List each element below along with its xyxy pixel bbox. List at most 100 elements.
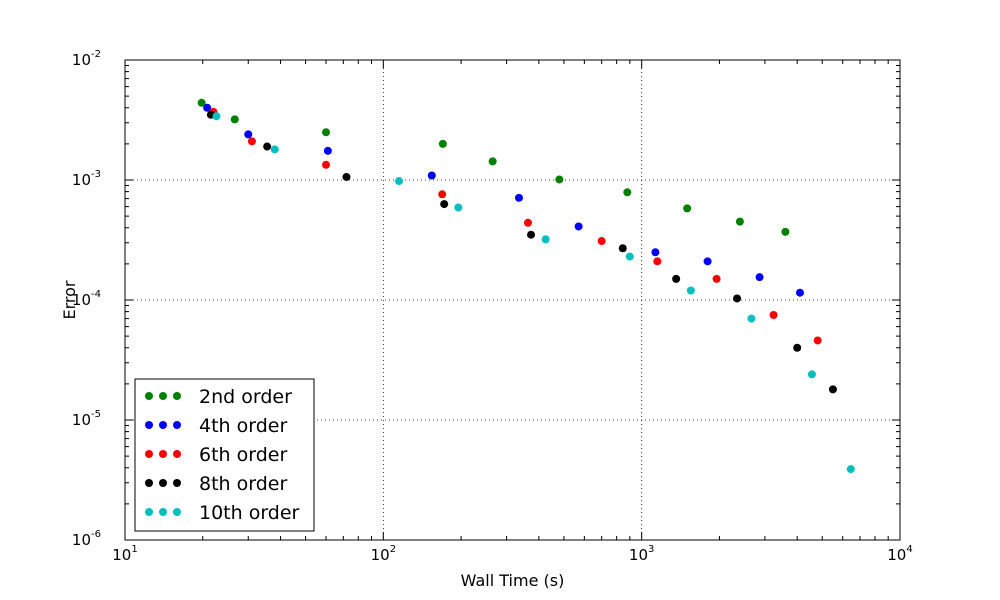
data-point: [653, 257, 662, 266]
data-point: [323, 146, 332, 155]
series-5: [212, 112, 855, 474]
x-tick-label-exponent: 1: [131, 544, 137, 555]
data-point: [618, 244, 627, 253]
data-point: [322, 160, 331, 169]
x-tick-label-base: 10: [887, 546, 906, 564]
x-tick-label-base: 10: [629, 546, 648, 564]
legend-marker: [145, 421, 153, 429]
legend-marker: [173, 421, 181, 429]
x-tick-label-base: 10: [371, 546, 390, 564]
legend-marker: [159, 450, 167, 458]
legend-marker: [145, 479, 153, 487]
y-tick-label-exponent: -5: [91, 409, 101, 420]
data-point: [427, 171, 436, 180]
data-point: [672, 274, 681, 283]
data-point: [828, 385, 837, 394]
data-point: [781, 227, 790, 236]
legend-entry: 4th order: [145, 415, 287, 437]
plot-frame: [124, 59, 901, 541]
data-point: [438, 139, 447, 148]
legend-marker: [173, 479, 181, 487]
y-tick-label-base: 10: [72, 51, 91, 69]
data-point: [454, 203, 463, 212]
x-tick-label-base: 10: [112, 546, 131, 564]
data-point: [795, 288, 804, 297]
data-point: [203, 103, 212, 112]
legend-marker: [173, 450, 181, 458]
data-point: [574, 222, 583, 231]
data-point: [197, 98, 206, 107]
y-tick-label-exponent: -4: [91, 289, 101, 300]
data-point: [747, 314, 756, 323]
data-point: [488, 157, 497, 166]
x-tick-label: 103: [629, 544, 654, 564]
legend-marker: [145, 392, 153, 400]
legend-marker: [173, 392, 181, 400]
legend-marker: [145, 508, 153, 516]
legend-entry: 2nd order: [145, 386, 292, 408]
series-2: [203, 103, 804, 297]
legend-entry: 8th order: [145, 473, 287, 495]
data-point: [438, 190, 447, 199]
y-tick-label-exponent: -6: [91, 529, 101, 540]
legend-label: 2nd order: [199, 386, 292, 408]
data-point: [597, 237, 606, 246]
data-point: [769, 310, 778, 319]
data-point: [212, 112, 221, 121]
data-point: [342, 172, 351, 181]
x-axis-label: Wall Time (s): [461, 571, 565, 590]
y-tick-label-exponent: -3: [91, 169, 101, 180]
data-point: [247, 137, 256, 146]
legend-marker: [159, 508, 167, 516]
data-point: [793, 343, 802, 352]
y-tick-label-base: 10: [72, 291, 91, 309]
legend-entry: 6th order: [145, 444, 287, 466]
y-tick-label: 10-3: [72, 169, 101, 189]
data-point: [813, 336, 822, 345]
legend-label: 8th order: [199, 473, 287, 495]
data-point: [244, 130, 253, 139]
legend-label: 10th order: [199, 502, 300, 524]
y-tick-label-exponent: -2: [91, 49, 101, 60]
data-point: [270, 145, 279, 154]
x-tick-label-exponent: 4: [906, 544, 912, 555]
y-tick-label-base: 10: [72, 171, 91, 189]
data-point: [541, 235, 550, 244]
data-point: [625, 252, 634, 261]
legend-label: 6th order: [199, 444, 287, 466]
legend-label: 4th order: [199, 415, 287, 437]
data-point: [846, 465, 855, 474]
data-point: [735, 217, 744, 226]
x-tick-label: 101: [112, 544, 137, 564]
data-point: [523, 218, 532, 227]
data-point: [683, 204, 692, 213]
y-tick-label: 10-5: [72, 409, 101, 429]
legend-marker: [159, 421, 167, 429]
data-point: [623, 188, 632, 197]
data-point: [527, 230, 536, 239]
data-points: [197, 98, 855, 474]
x-tick-label: 104: [887, 544, 912, 564]
y-tick-label-base: 10: [72, 531, 91, 549]
y-axis-label: Error: [60, 280, 79, 319]
data-point: [686, 286, 695, 295]
legend-entry: 10th order: [145, 502, 300, 524]
legend-marker: [173, 508, 181, 516]
data-point: [440, 200, 449, 209]
data-point: [703, 257, 712, 266]
y-tick-label: 10-6: [72, 529, 101, 549]
legend-marker: [145, 450, 153, 458]
series-3: [209, 107, 822, 345]
data-point: [651, 248, 660, 257]
y-tick-label-base: 10: [72, 411, 91, 429]
data-point: [733, 294, 742, 303]
x-tick-label: 102: [371, 544, 396, 564]
data-point: [514, 193, 523, 202]
data-point: [322, 128, 331, 137]
data-point: [807, 370, 816, 379]
legend-marker: [159, 392, 167, 400]
legend: 2nd order 4th order 6th order 8th order 10th…: [134, 378, 315, 532]
y-tick-label: 10-2: [72, 49, 101, 69]
